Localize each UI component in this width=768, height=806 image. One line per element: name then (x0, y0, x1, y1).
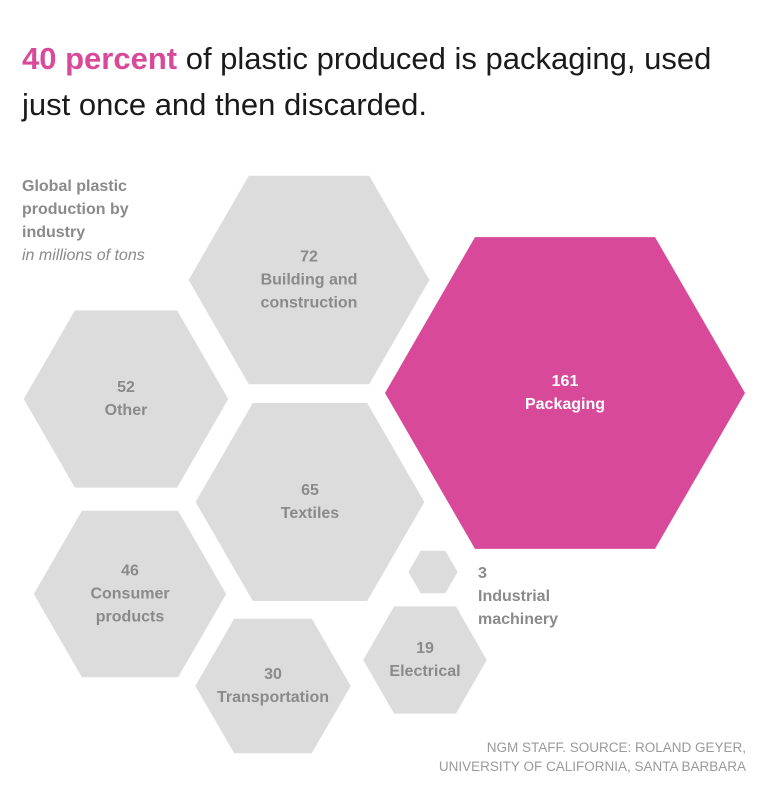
hexagon (33, 510, 227, 678)
title-text: of plastic produced is packaging, used j… (22, 41, 712, 122)
subtitle: Global plastic production by industry (22, 178, 129, 241)
category-label: Industrial machinery (478, 588, 559, 628)
hexagon (188, 175, 430, 385)
value-label: 65 (301, 482, 319, 499)
subtitle-block: Global plastic production by industry in … (22, 175, 172, 267)
hex-label: 72 Building and construction (234, 246, 384, 315)
hexagon (195, 403, 425, 601)
value-label: 19 (416, 640, 434, 657)
hex-label: 3 Industrial machinery (478, 562, 578, 631)
hex-label: 46 Consumer products (75, 560, 185, 629)
value-label: 3 (478, 565, 487, 582)
hexagon (385, 237, 745, 549)
hexagon (195, 618, 351, 754)
units: in millions of tons (22, 247, 145, 264)
hexagon (23, 310, 229, 488)
value-label: 72 (300, 248, 318, 266)
hexagon (408, 550, 458, 594)
category-label: Building and construction (260, 271, 358, 312)
category-label: Packaging (524, 396, 606, 413)
category-label: Textiles (280, 505, 340, 522)
value-label: 30 (264, 666, 282, 683)
category-label: Electrical (389, 663, 461, 680)
category-label: Other (104, 402, 148, 419)
title: 40 percent of plastic produced is packag… (22, 36, 712, 128)
category-label: Transportation (216, 689, 329, 706)
hexagon (363, 606, 487, 714)
title-highlight: 40 percent (22, 41, 178, 76)
hex-label: 161 Packaging (490, 370, 640, 416)
source: NGM STAFF. SOURCE: ROLAND GEYER, UNIVERS… (438, 740, 746, 774)
hex-label: 19 Electrical (365, 637, 485, 683)
hex-label: 52 Other (51, 376, 201, 422)
hex-label: 30 Transportation (198, 663, 348, 709)
value-label: 161 (551, 373, 579, 390)
category-label: Consumer products (90, 585, 170, 626)
hex-label: 65 Textiles (235, 479, 385, 525)
value-label: 52 (117, 379, 135, 396)
value-label: 46 (121, 562, 139, 580)
